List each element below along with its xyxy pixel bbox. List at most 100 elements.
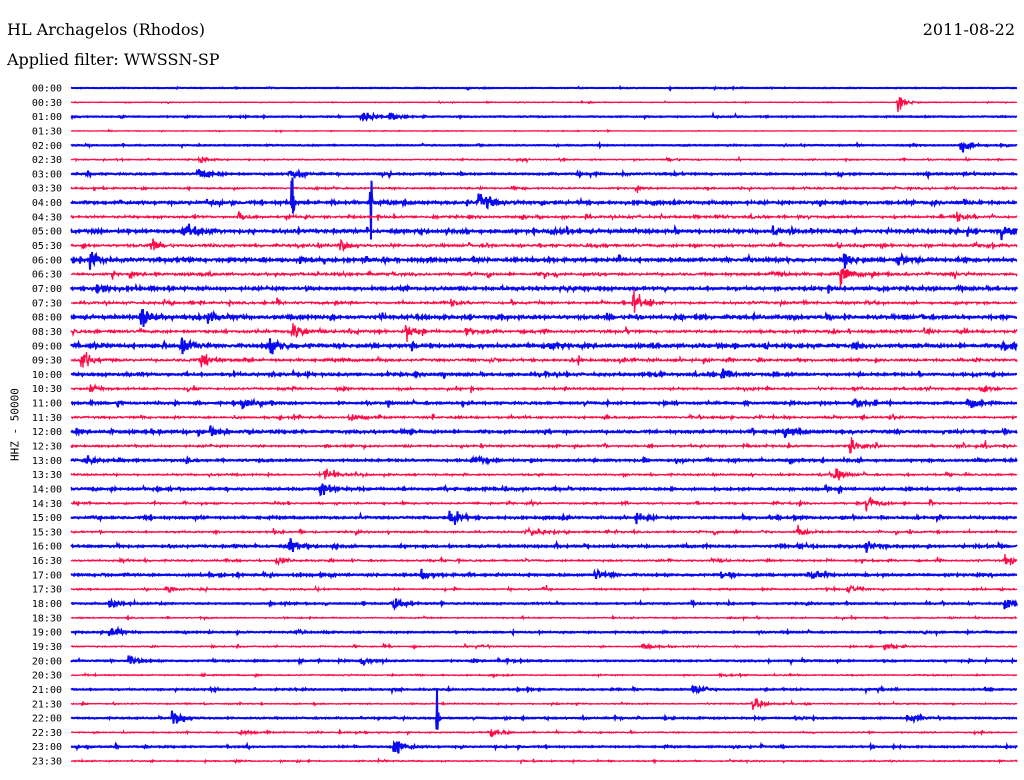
time-label: 12:30 [32, 442, 62, 453]
trace-11-30 [71, 412, 1018, 422]
trace-16-30 [70, 553, 1018, 567]
time-label: 14:00 [32, 484, 62, 495]
time-label: 13:00 [32, 456, 62, 467]
time-label: 08:00 [32, 313, 62, 324]
time-label: 01:00 [32, 112, 62, 123]
trace-14-30 [70, 496, 1018, 512]
time-label: 05:00 [32, 227, 62, 238]
time-label: 13:30 [32, 470, 62, 481]
time-label: 17:00 [32, 570, 62, 581]
time-label: 03:30 [32, 184, 62, 195]
time-label: 08:30 [32, 327, 62, 338]
trace-02-30 [70, 155, 1017, 164]
time-label: 17:30 [32, 585, 62, 596]
trace-06-00 [70, 251, 1018, 270]
trace-07-30 [70, 289, 1018, 313]
time-label: 15:00 [32, 513, 62, 524]
trace-23-30 [70, 757, 1018, 766]
trace-22-00 [70, 689, 1018, 730]
time-label: 20:00 [32, 656, 62, 667]
trace-10-00 [70, 368, 1017, 380]
trace-20-30 [70, 671, 1018, 679]
trace-14-00 [70, 483, 1017, 497]
trace-13-30 [70, 468, 1018, 481]
trace-04-00 [70, 177, 1018, 240]
trace-09-30 [70, 352, 1018, 368]
trace-10-30 [70, 383, 1018, 394]
trace-07-00 [70, 282, 1018, 294]
trace-05-30 [70, 238, 1018, 252]
trace-01-00 [70, 111, 1018, 123]
time-label: 23:30 [32, 757, 62, 768]
trace-12-00 [70, 425, 1018, 438]
trace-21-00 [70, 684, 1018, 696]
trace-05-00 [70, 223, 1018, 241]
trace-21-30 [71, 697, 1018, 710]
trace-13-00 [70, 454, 1018, 466]
trace-08-00 [70, 309, 1018, 327]
time-label: 22:00 [32, 714, 62, 725]
time-label: 02:30 [32, 155, 62, 166]
station-title: HL Archagelos (Rhodos) [7, 20, 205, 39]
time-label: 16:30 [32, 556, 62, 567]
time-label: 23:00 [32, 742, 62, 753]
trace-03-00 [70, 168, 1018, 181]
trace-00-00 [70, 84, 1017, 92]
trace-20-00 [70, 655, 1018, 667]
trace-23-00 [70, 740, 1018, 754]
trace-00-30 [70, 97, 1017, 113]
time-label: 00:00 [32, 84, 62, 95]
time-label: 11:30 [32, 413, 62, 424]
time-label: 00:30 [32, 98, 62, 109]
trace-11-00 [70, 397, 1018, 410]
time-label: 07:00 [32, 284, 62, 295]
trace-01-30 [70, 128, 1018, 134]
trace-04-30 [70, 211, 1018, 222]
trace-02-00 [70, 140, 1018, 153]
time-label: 19:00 [32, 628, 62, 639]
time-label: 18:00 [32, 599, 62, 610]
time-label: 06:30 [32, 270, 62, 281]
trace-17-00 [70, 567, 1018, 580]
time-label: 03:00 [32, 169, 62, 180]
trace-08-30 [70, 323, 1018, 343]
time-label: 09:00 [32, 341, 62, 352]
trace-18-30 [70, 614, 1018, 622]
time-label: 20:30 [32, 671, 62, 682]
time-label: 11:00 [32, 399, 62, 410]
time-label: 19:30 [32, 642, 62, 653]
trace-18-00 [70, 597, 1018, 612]
date-label: 2011-08-22 [922, 20, 1015, 39]
time-label: 06:00 [32, 255, 62, 266]
time-label: 05:30 [32, 241, 62, 252]
time-label: 16:00 [32, 542, 62, 553]
time-label: 04:00 [32, 198, 62, 209]
time-label: 21:00 [32, 685, 62, 696]
trace-03-30 [70, 184, 1018, 193]
time-label: 18:30 [32, 613, 62, 624]
time-label: 22:30 [32, 728, 62, 739]
trace-16-00 [70, 538, 1018, 553]
time-label: 01:30 [32, 126, 62, 137]
time-label: 10:30 [32, 384, 62, 395]
time-label: 21:30 [32, 699, 62, 710]
trace-15-00 [70, 510, 1018, 525]
trace-15-30 [70, 524, 1018, 537]
time-label: 15:30 [32, 527, 62, 538]
time-label: 10:00 [32, 370, 62, 381]
trace-19-00 [70, 625, 1018, 638]
trace-12-30 [70, 437, 1018, 454]
time-label: 12:00 [32, 427, 62, 438]
time-label: 09:30 [32, 356, 62, 367]
filter-label: Applied filter: WWSSN-SP [7, 50, 220, 69]
trace-19-30 [70, 642, 1017, 651]
time-label: 02:00 [32, 141, 62, 152]
trace-09-00 [70, 337, 1018, 355]
trace-17-30 [70, 584, 1018, 594]
time-label: 04:30 [32, 212, 62, 223]
trace-06-30 [70, 267, 1018, 288]
time-label: 07:30 [32, 298, 62, 309]
trace-22-30 [70, 728, 1018, 738]
time-label: 14:30 [32, 499, 62, 510]
